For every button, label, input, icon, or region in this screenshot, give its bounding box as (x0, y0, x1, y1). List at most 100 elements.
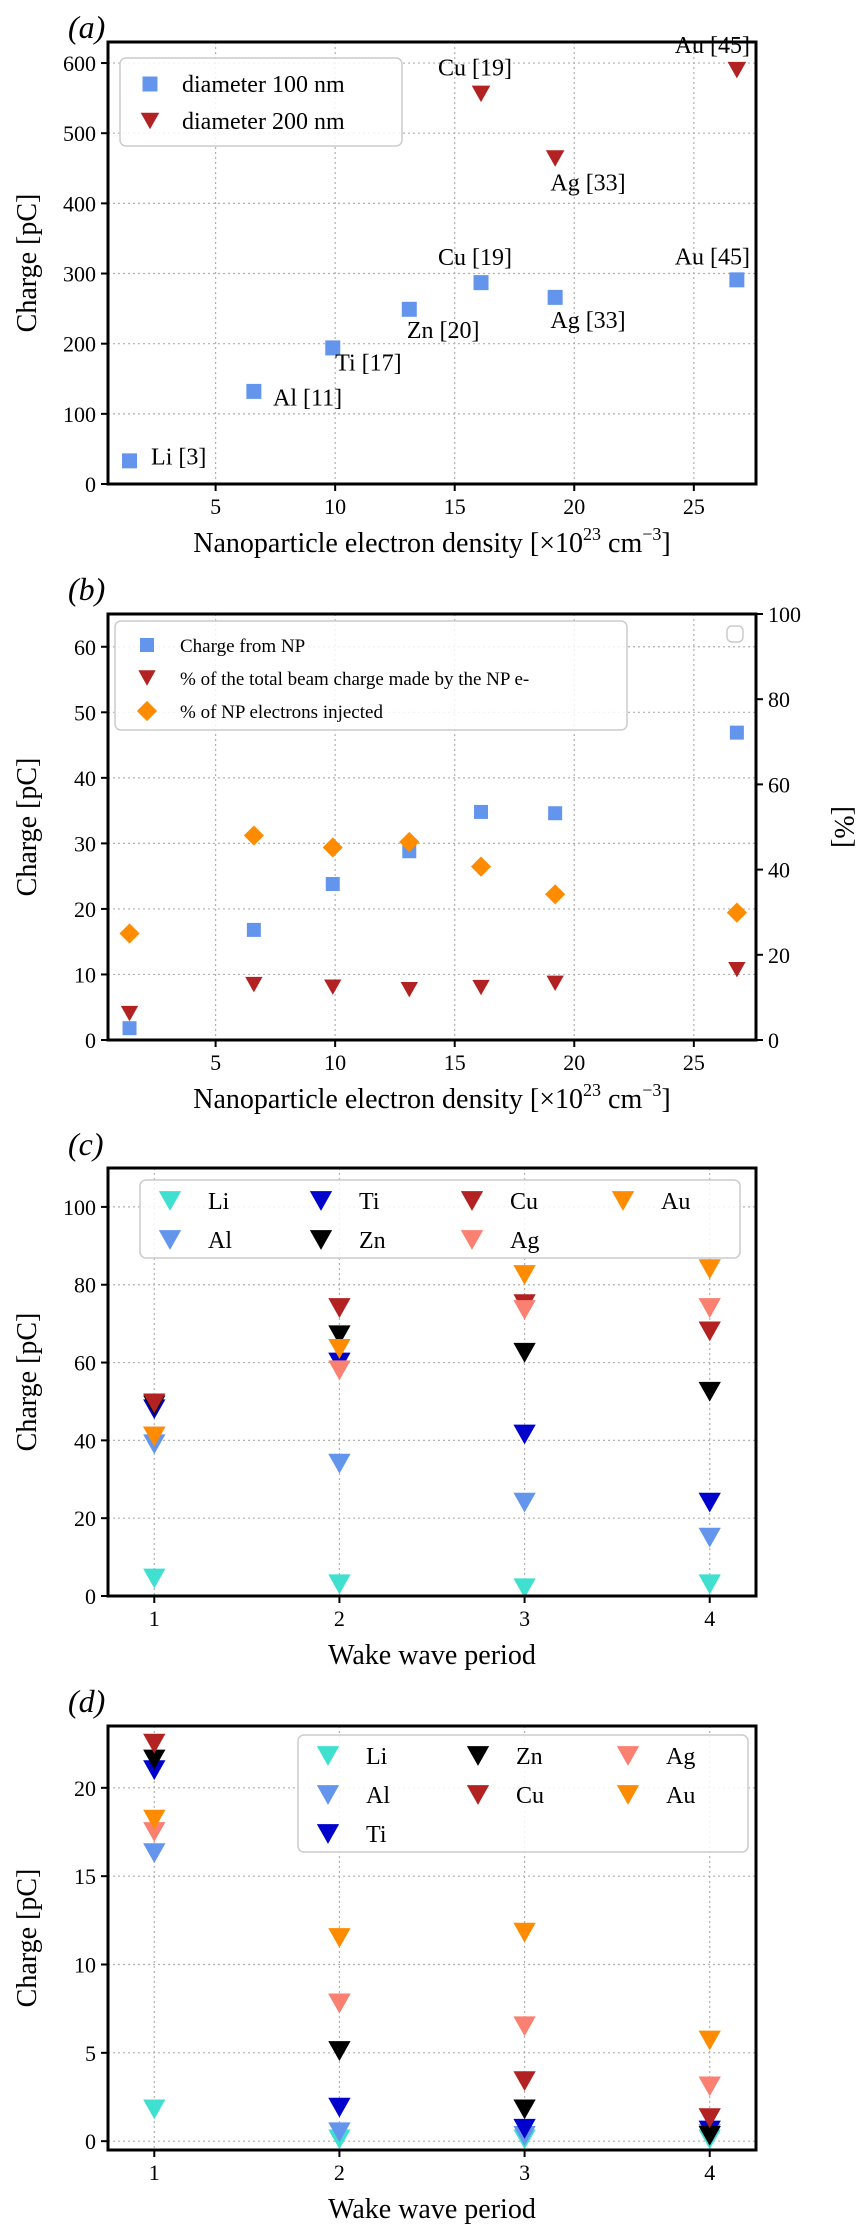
data-point (120, 1005, 139, 1022)
legend-marker (616, 1746, 640, 1766)
legend-marker (460, 1230, 484, 1250)
y2-tick-label: 100 (768, 602, 801, 627)
x-tick-label: 20 (563, 494, 585, 519)
legend-box (297, 1734, 749, 1853)
panel-label: (c) (68, 1126, 104, 1162)
legend-label: diameter 200 nm (182, 109, 345, 135)
legend-marker (309, 1230, 333, 1250)
legend-marker (616, 1785, 640, 1805)
data-point (328, 2122, 351, 2143)
y2-tick-label: 80 (768, 687, 790, 712)
data-point (122, 1021, 137, 1036)
point-annotation: Ag [33] (550, 308, 625, 334)
data-point (726, 902, 747, 923)
data-point (545, 884, 566, 905)
plot-frame (106, 40, 758, 486)
data-point (246, 922, 261, 937)
legend-label: Ag (666, 1744, 695, 1770)
data-point (698, 1492, 721, 1513)
data-point (328, 1453, 351, 1474)
legend-marker (466, 1746, 490, 1766)
y-tick-label: 30 (74, 831, 96, 856)
data-point (698, 2076, 721, 2097)
legend: Li Ti Cu Au Al Zn Ag (139, 1179, 741, 1259)
data-point (143, 1749, 166, 1770)
legend-label: Ag (510, 1228, 539, 1254)
data-point (698, 1321, 721, 1342)
data-point (143, 1809, 166, 1830)
point-annotation: Li [3] (151, 444, 206, 470)
point-annotation: Zn [20] (407, 318, 480, 344)
x-tick-label: 2 (334, 1606, 345, 1631)
point-annotation: Cu [19] (438, 56, 512, 82)
point-annotation: Al [11] (273, 385, 342, 411)
y-tick-label: 500 (63, 121, 96, 146)
data-point (143, 1393, 166, 1414)
data-point (698, 2030, 721, 2051)
data-point (513, 2099, 536, 2120)
legend-label: Cu (516, 1783, 544, 1809)
data-point (470, 856, 492, 877)
point-annotation: Au [45] (675, 244, 750, 270)
panel-label: (a) (68, 9, 105, 45)
y-tick-label: 10 (74, 962, 96, 987)
legend-marker (460, 1191, 484, 1211)
legend-marker (158, 1230, 182, 1250)
x-tick-label: 10 (324, 494, 346, 519)
legend-label: % of the total beam charge made by the N… (180, 669, 529, 690)
data-point (119, 923, 140, 944)
legend-marker (316, 1785, 340, 1805)
legend-marker (140, 638, 154, 652)
y2-tick-label: 40 (768, 858, 790, 883)
legend-label: Al (208, 1228, 232, 1254)
y-tick-label: 0 (85, 472, 96, 497)
x-axis-label: Nanoparticle electron density [×1023 cm−… (193, 1080, 670, 1115)
legend-marker (316, 1824, 340, 1844)
legend-label: Au (661, 1189, 690, 1215)
x-tick-label: 5 (210, 494, 221, 519)
data-point (698, 1381, 721, 1402)
data-point (513, 1300, 536, 1320)
data-point (328, 1993, 351, 2014)
legend: Charge from NP % of the total beam charge… (114, 620, 744, 731)
y-tick-label: 300 (63, 262, 96, 287)
legend-marker (309, 1191, 333, 1211)
data-point (328, 1360, 351, 1381)
data-point (474, 804, 489, 819)
point-annotation: Au [45] (675, 33, 750, 59)
x-tick-label: 20 (563, 1050, 585, 1075)
legend-label: Li (208, 1189, 230, 1215)
legend-label: Ti (359, 1189, 380, 1215)
data-point (698, 1527, 721, 1548)
data-point (473, 275, 489, 291)
y-tick-label: 80 (74, 1273, 96, 1298)
data-point (513, 1578, 536, 1599)
data-point (245, 976, 263, 993)
legend-marker (316, 1746, 340, 1766)
panel-label: (d) (68, 1683, 105, 1719)
y-tick-label: 0 (85, 1028, 96, 1053)
data-point (545, 150, 565, 167)
legend: diameter 100 nm diameter 200 nm (119, 57, 403, 147)
data-point (328, 2097, 351, 2118)
data-point (727, 61, 747, 79)
legend-marker (611, 1191, 635, 1211)
legend-box (114, 620, 628, 731)
data-point (328, 1928, 351, 1948)
data-point (322, 837, 343, 858)
data-point (243, 825, 264, 846)
legend-label: diameter 100 nm (182, 72, 345, 98)
plot-frame (106, 1166, 758, 1598)
x-axis-label: Wake wave period (328, 1640, 536, 1671)
legend-label: Charge from NP (180, 636, 305, 657)
legend-label: Au (666, 1783, 695, 1809)
data-point (698, 1298, 721, 1318)
data-point (472, 979, 490, 996)
data-point (325, 340, 341, 356)
data-point (143, 1843, 166, 1864)
plot-frame (106, 1724, 758, 2152)
y-tick-label: 100 (63, 1195, 96, 1220)
y-axis-label: Charge [pC] (12, 1869, 43, 2008)
data-point (143, 1760, 166, 1781)
